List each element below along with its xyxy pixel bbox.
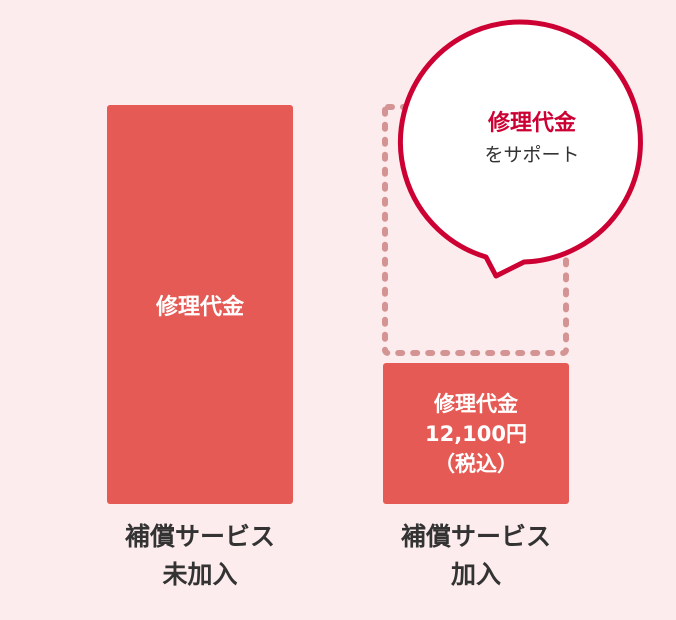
- bubble-subtitle: をサポート: [484, 144, 580, 166]
- label-uncovered: 補償サービス 未加入: [90, 518, 310, 594]
- label-line: 補償サービス: [124, 522, 275, 551]
- tax-note: （税込）: [434, 451, 518, 476]
- speech-bubble: [397, 19, 643, 279]
- bubble-text: 修理代金 をサポート: [432, 108, 632, 170]
- repair-cost-bar-covered: 修理代金 12,100円 （税込）: [383, 363, 569, 504]
- label-line: 補償サービス: [400, 522, 551, 551]
- bar-text: 修理代金: [434, 391, 518, 416]
- price-text: 12,100円: [424, 421, 528, 446]
- repair-cost-bar-uncovered: 修理代金: [107, 105, 293, 504]
- bubble-title: 修理代金: [487, 111, 576, 136]
- label-covered: 補償サービス 加入: [366, 518, 586, 594]
- label-line: 未加入: [162, 560, 238, 589]
- bar-text: 修理代金: [155, 294, 244, 320]
- label-line: 加入: [450, 560, 501, 589]
